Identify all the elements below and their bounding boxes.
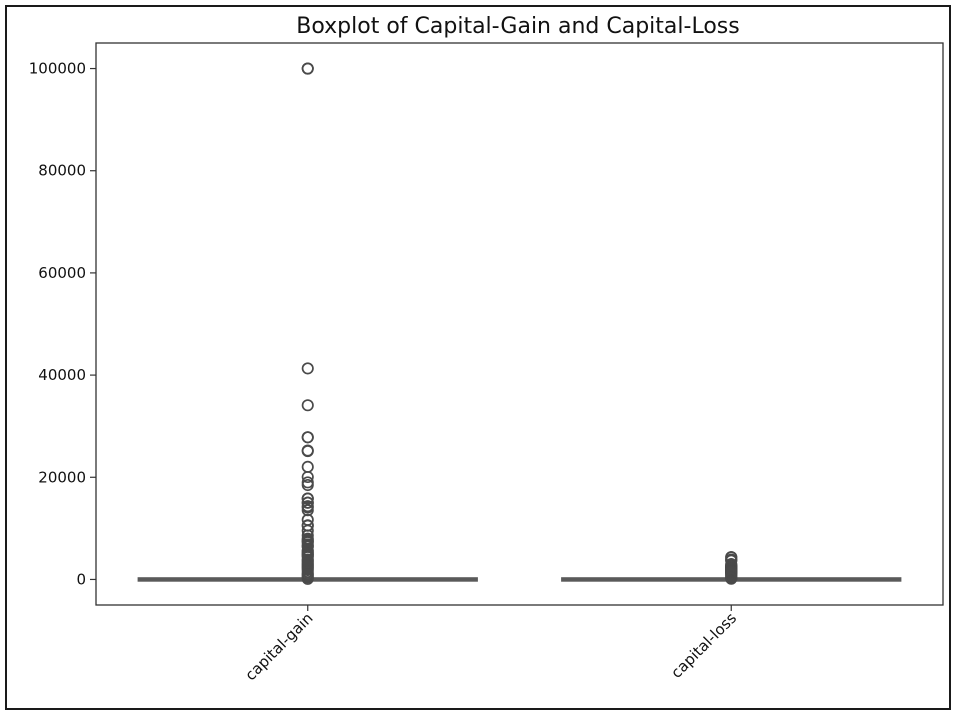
outlier-point — [301, 478, 314, 492]
figure-frame — [5, 5, 951, 710]
box-capital-loss — [561, 551, 902, 585]
x-axis: capital-gain capital-loss — [242, 605, 740, 684]
y-tick-label: 80000 — [38, 162, 86, 180]
outlier-point — [725, 572, 738, 585]
chart-title: Boxplot of Capital-Gain and Capital-Loss — [296, 14, 739, 39]
y-tick-label: 40000 — [38, 366, 86, 384]
x-tick-label: capital-loss — [667, 609, 740, 682]
outlier-point — [301, 460, 314, 473]
y-tick-label: 0 — [76, 570, 86, 588]
box-capital-gain — [137, 62, 478, 585]
y-tick-label: 60000 — [38, 264, 86, 282]
boxes — [137, 62, 902, 585]
outlier-point — [301, 492, 314, 505]
outlier-point — [301, 62, 314, 75]
y-axis: 0 20000 40000 60000 80000 100000 — [29, 60, 96, 588]
y-tick-label: 20000 — [38, 468, 86, 486]
outlier-point — [301, 362, 314, 375]
outlier-point — [301, 470, 314, 484]
outlier-point — [301, 572, 314, 585]
outlier-point — [301, 431, 314, 444]
x-tick-label: capital-gain — [242, 609, 317, 684]
outlier-point — [301, 399, 314, 412]
outlier-point — [301, 496, 314, 509]
plot-area — [95, 42, 944, 606]
y-tick-label: 100000 — [29, 60, 86, 78]
outlier-point — [301, 445, 314, 458]
